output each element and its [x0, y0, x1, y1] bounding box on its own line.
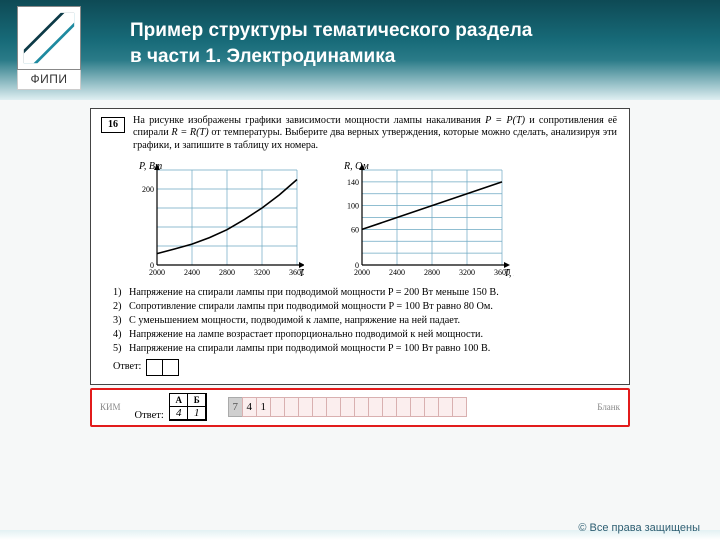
svg-text:2400: 2400 — [389, 268, 405, 277]
answer-cell[interactable] — [162, 359, 179, 376]
answer-options: 1)Напряжение на спирали лампы при подвод… — [113, 287, 617, 355]
svg-text:0: 0 — [355, 261, 359, 270]
answer-option: 2)Сопротивление спирали лампы при подвод… — [113, 301, 617, 313]
svg-text:T, К: T, К — [504, 268, 514, 278]
task-text: На рисунке изображены графики зависимост… — [133, 115, 617, 152]
logo-icon — [17, 6, 81, 70]
kim-blank-label: Бланк — [597, 402, 620, 412]
answer-option: 1)Напряжение на спирали лампы при подвод… — [113, 287, 617, 299]
logo-text: ФИПИ — [17, 70, 81, 90]
svg-text:200: 200 — [142, 185, 154, 194]
kim-answer-label: Ответ: — [135, 410, 164, 421]
kim-answer-strip: 741 — [229, 397, 467, 417]
svg-text:3200: 3200 — [254, 268, 270, 277]
svg-text:2800: 2800 — [219, 268, 235, 277]
svg-text:140: 140 — [347, 178, 359, 187]
svg-text:2400: 2400 — [184, 268, 200, 277]
answer-option: 5)Напряжение на спирали лампы при подвод… — [113, 343, 617, 355]
answer-option: 3)С уменьшением мощности, подводимой к л… — [113, 315, 617, 327]
header: ФИПИ Пример структуры тематического разд… — [0, 0, 720, 100]
page-title: Пример структуры тематического раздела в… — [0, 0, 720, 69]
copyright: © Все права защищены — [578, 522, 700, 534]
title-line-1: Пример структуры тематического раздела — [130, 20, 532, 41]
title-line-2: в части 1. Электродинамика — [130, 46, 395, 67]
answer-label: Ответ: — [113, 361, 141, 373]
svg-text:2800: 2800 — [424, 268, 440, 277]
kim-answer-bar: КИМ Ответ: АБ41 741 Бланк — [90, 388, 630, 427]
answer-row: Ответ: — [113, 359, 617, 376]
chart-resistance: 20002400280032003600601001400R, ОмT, К — [334, 158, 514, 282]
svg-text:100: 100 — [347, 202, 359, 211]
svg-text:R, Ом: R, Ом — [343, 161, 369, 172]
svg-text:60: 60 — [351, 226, 359, 235]
svg-text:P, Вт: P, Вт — [138, 161, 162, 172]
svg-text:3200: 3200 — [459, 268, 475, 277]
kim-answer-grid: Ответ: АБ41 — [135, 393, 207, 421]
chart-power: 200024002800320036002000P, ВтT, К — [129, 158, 304, 282]
answer-cell[interactable] — [146, 359, 163, 376]
svg-text:T, К: T, К — [299, 268, 304, 278]
logo: ФИПИ — [10, 6, 88, 90]
content: 16 На рисунке изображены графики зависим… — [0, 108, 720, 427]
kim-label: КИМ — [100, 402, 121, 412]
answer-option: 4)Напряжение на лампе возрастает пропорц… — [113, 329, 617, 341]
svg-text:0: 0 — [150, 261, 154, 270]
exam-task-box: 16 На рисунке изображены графики зависим… — [90, 108, 630, 385]
task-number: 16 — [101, 117, 125, 133]
